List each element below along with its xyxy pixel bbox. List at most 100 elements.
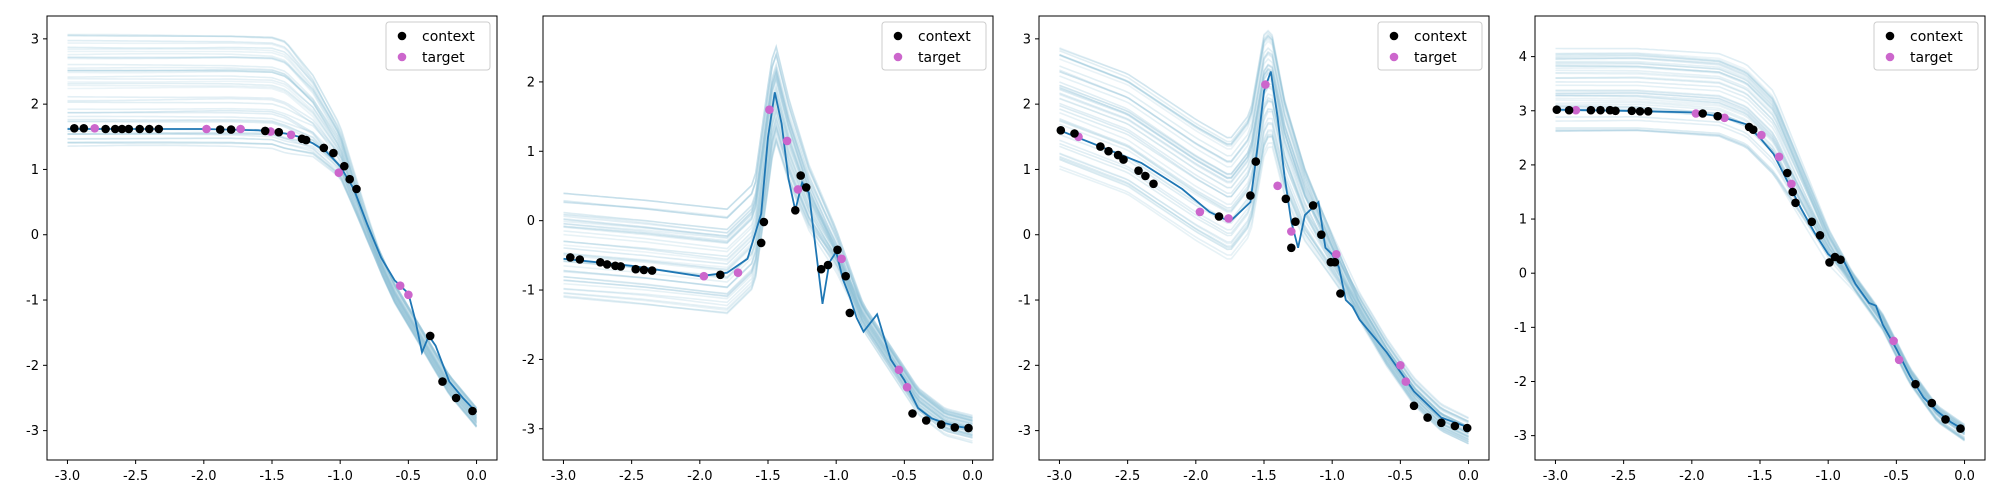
context-point — [816, 264, 826, 274]
sample-curve — [1059, 93, 1469, 434]
x-tick-label: -1.0 — [1815, 469, 1840, 484]
legend: context target — [385, 21, 491, 71]
target-point — [1332, 250, 1341, 259]
context-point — [841, 271, 850, 281]
target-point — [837, 254, 846, 264]
y-tick-label: 1 — [31, 163, 39, 178]
sample-curve — [1555, 63, 1965, 441]
legend-target-label: target — [1414, 50, 1457, 66]
x-axis: -3.0 -2.5 -2.0 -1.5 -1.0 -0.5 0.0 — [551, 460, 983, 484]
sample-curve — [67, 111, 478, 427]
context-point — [1596, 105, 1605, 115]
context-point — [1627, 106, 1637, 116]
context-point — [1611, 106, 1620, 116]
context-point — [1836, 255, 1845, 264]
sample-curve — [1555, 81, 1965, 441]
x-tick-label: -1.0 — [823, 469, 848, 484]
sample-curve — [563, 75, 973, 433]
sample-curve — [1059, 68, 1469, 440]
y-tick-label: -2 — [522, 353, 535, 368]
sample-curve — [67, 84, 478, 423]
target-point — [1774, 152, 1784, 162]
y-tick-label: 2 — [1023, 98, 1031, 113]
context-point — [1096, 142, 1105, 151]
context-point — [1698, 109, 1707, 118]
legend-context-label: context — [918, 29, 971, 45]
context-point — [1713, 111, 1722, 121]
target-point — [236, 124, 245, 134]
sample-curve — [67, 69, 478, 410]
context-point — [345, 174, 355, 184]
context-point — [575, 255, 585, 264]
target-point — [733, 268, 743, 278]
context-point — [1825, 258, 1834, 267]
sample-curve — [1059, 71, 1469, 434]
x-tick-label: -0.5 — [1388, 469, 1413, 484]
sample-curve — [67, 144, 478, 417]
target-point — [404, 290, 413, 300]
legend-target-marker — [1885, 52, 1895, 62]
sample-curve — [67, 46, 478, 413]
sample-curve — [1059, 57, 1469, 443]
context-point — [1287, 243, 1296, 253]
context-point — [117, 124, 127, 134]
legend: context target — [881, 21, 987, 71]
legend-box — [1873, 21, 1979, 71]
context-point — [1815, 231, 1825, 240]
context-point — [936, 420, 946, 429]
legend-target-label: target — [422, 50, 465, 66]
sample-curve — [1555, 52, 1965, 430]
sample-curve — [67, 50, 478, 419]
target-point — [1691, 109, 1701, 118]
target-point — [1224, 214, 1233, 223]
context-point — [1070, 129, 1079, 138]
x-tick-label: -2.0 — [687, 469, 712, 484]
y-tick-label: -2 — [1018, 359, 1031, 374]
context-points — [566, 171, 973, 433]
context-point — [801, 183, 811, 192]
target-point — [1889, 336, 1898, 346]
sample-curve — [1059, 68, 1469, 441]
context-point — [1119, 155, 1128, 164]
y-tick-label: 0 — [31, 228, 39, 243]
sample-curve — [67, 80, 478, 424]
y-tick-label: 0 — [527, 214, 535, 229]
sample-curve — [1555, 89, 1965, 441]
sample-curve — [67, 82, 478, 421]
context-point — [1911, 379, 1920, 389]
context-point — [1783, 168, 1792, 178]
context-point — [1141, 171, 1150, 181]
x-axis: -3.0 -2.5 -2.0 -1.5 -1.0 -0.5 0.0 — [1047, 460, 1479, 484]
sample-curve — [67, 115, 478, 409]
context-point — [352, 184, 361, 194]
y-tick-label: 3 — [1023, 32, 1031, 47]
sample-curve — [67, 133, 478, 410]
sample-curve — [67, 56, 478, 423]
y-tick-label: -2 — [26, 359, 39, 374]
x-tick-label: -2.0 — [1679, 469, 1704, 484]
x-tick-label: -2.0 — [1183, 469, 1208, 484]
context-point — [1056, 126, 1066, 135]
target-points — [90, 124, 413, 300]
sample-curve — [563, 61, 973, 423]
context-point — [759, 217, 769, 227]
y-tick-label: 1 — [1519, 213, 1527, 228]
x-tick-label: -3.0 — [1047, 469, 1072, 484]
sample-curve — [563, 139, 973, 427]
sample-curve — [563, 106, 973, 425]
context-point — [1586, 105, 1596, 115]
sample-curve — [1059, 100, 1469, 436]
sample-curves — [67, 33, 478, 428]
legend-target-label: target — [1910, 50, 1953, 66]
x-tick-label: 0.0 — [466, 469, 487, 484]
context-point — [301, 135, 311, 145]
y-tick-label: 3 — [1519, 104, 1527, 119]
context-point — [1791, 198, 1800, 208]
context-point — [340, 161, 349, 171]
target-point — [765, 105, 774, 114]
sample-curve — [563, 136, 973, 419]
y-tick-label: 2 — [1519, 158, 1527, 173]
context-point — [1246, 191, 1255, 200]
x-tick-label: -1.5 — [755, 469, 780, 484]
